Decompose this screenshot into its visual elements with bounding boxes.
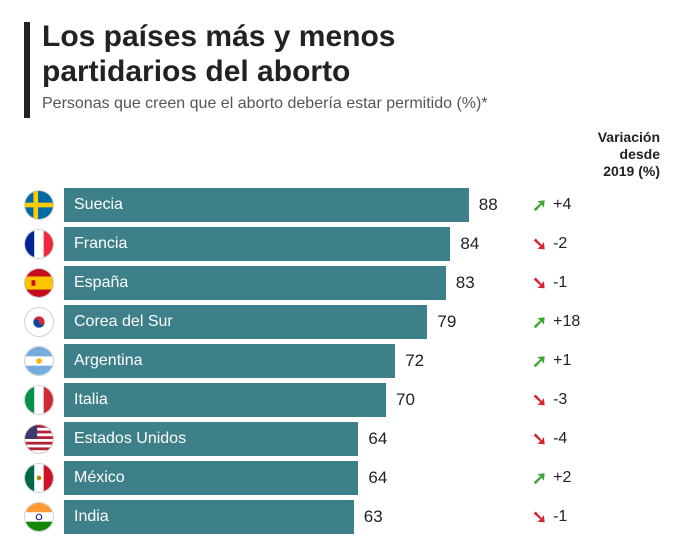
variation-cell: ➚ +1 [524, 352, 604, 370]
flag-icon [24, 463, 54, 493]
variation-value: +18 [553, 313, 580, 331]
bar-fill: México [64, 461, 358, 495]
bar-chart-rows: Suecia 88 ➚ +4 Francia 84 ➘ -2 España 83 ➘ -1 Corea … [24, 187, 672, 535]
bar-value-label: 64 [368, 468, 387, 488]
chart-subtitle: Personas que creen que el aborto debería… [42, 95, 672, 113]
arrow-down-icon: ➘ [532, 508, 547, 526]
chart-header: Los países más y menos partidarios del a… [24, 20, 672, 113]
bar-row: Estados Unidos 64 ➘ -4 [24, 421, 672, 457]
bar-value-label: 64 [368, 429, 387, 449]
chart-title: Los países más y menos partidarios del a… [42, 20, 672, 89]
arrow-up-icon: ➚ [532, 352, 547, 370]
arrow-down-icon: ➘ [532, 274, 547, 292]
bar-row: Francia 84 ➘ -2 [24, 226, 672, 262]
variation-cell: ➚ +18 [524, 313, 604, 331]
bar-fill: Corea del Sur [64, 305, 427, 339]
arrow-down-icon: ➘ [532, 430, 547, 448]
arrow-down-icon: ➘ [532, 391, 547, 409]
bar-row: Argentina 72 ➚ +1 [24, 343, 672, 379]
flag-icon [24, 385, 54, 415]
bar-track: Francia 84 [64, 227, 524, 261]
variation-cell: ➚ +2 [524, 469, 604, 487]
bar-track: India 63 [64, 500, 524, 534]
variation-value: +1 [553, 352, 571, 370]
variation-value: +4 [553, 196, 571, 214]
variation-cell: ➘ -3 [524, 391, 604, 409]
bar-fill: Argentina [64, 344, 395, 378]
bar-row: México 64 ➚ +2 [24, 460, 672, 496]
variation-cell: ➘ -1 [524, 274, 604, 292]
bar-value-label: 70 [396, 390, 415, 410]
variation-cell: ➚ +4 [524, 196, 604, 214]
bar-row: India 63 ➘ -1 [24, 499, 672, 535]
arrow-up-icon: ➚ [532, 469, 547, 487]
bar-row: Suecia 88 ➚ +4 [24, 187, 672, 223]
bar-fill: Francia [64, 227, 450, 261]
bar-track: Italia 70 [64, 383, 524, 417]
bar-value-label: 63 [364, 507, 383, 527]
flag-icon [24, 229, 54, 259]
bar-fill: Italia [64, 383, 386, 417]
variation-value: -1 [553, 274, 567, 292]
variation-value: -2 [553, 235, 567, 253]
bar-track: Corea del Sur 79 [64, 305, 524, 339]
flag-icon [24, 346, 54, 376]
variation-value: -3 [553, 391, 567, 409]
bar-track: Estados Unidos 64 [64, 422, 524, 456]
chart-container: Los países más y menos partidarios del a… [0, 0, 696, 535]
bar-fill: Estados Unidos [64, 422, 358, 456]
variation-column-header: Variación desde 2019 (%) [24, 129, 672, 179]
variation-value: -4 [553, 430, 567, 448]
arrow-down-icon: ➘ [532, 235, 547, 253]
bar-track: México 64 [64, 461, 524, 495]
arrow-up-icon: ➚ [532, 196, 547, 214]
variation-value: +2 [553, 469, 571, 487]
flag-icon [24, 424, 54, 454]
flag-icon [24, 268, 54, 298]
variation-cell: ➘ -2 [524, 235, 604, 253]
bar-track: Argentina 72 [64, 344, 524, 378]
bar-fill: Suecia [64, 188, 469, 222]
bar-fill: India [64, 500, 354, 534]
bar-track: España 83 [64, 266, 524, 300]
bar-value-label: 88 [479, 195, 498, 215]
bar-value-label: 83 [456, 273, 475, 293]
bar-value-label: 79 [437, 312, 456, 332]
bar-row: Italia 70 ➘ -3 [24, 382, 672, 418]
bar-fill: España [64, 266, 446, 300]
bar-value-label: 84 [460, 234, 479, 254]
bar-row: Corea del Sur 79 ➚ +18 [24, 304, 672, 340]
bar-row: España 83 ➘ -1 [24, 265, 672, 301]
variation-cell: ➘ -4 [524, 430, 604, 448]
variation-value: -1 [553, 508, 567, 526]
flag-icon [24, 502, 54, 532]
flag-icon [24, 190, 54, 220]
arrow-up-icon: ➚ [532, 313, 547, 331]
variation-cell: ➘ -1 [524, 508, 604, 526]
flag-icon [24, 307, 54, 337]
bar-track: Suecia 88 [64, 188, 524, 222]
bar-value-label: 72 [405, 351, 424, 371]
